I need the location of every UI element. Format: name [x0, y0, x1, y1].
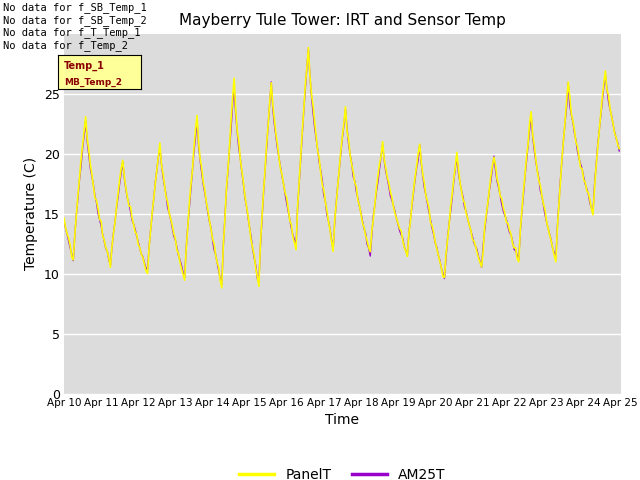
X-axis label: Time: Time — [325, 413, 360, 427]
Text: MB_Temp_2: MB_Temp_2 — [64, 78, 122, 87]
Title: Mayberry Tule Tower: IRT and Sensor Temp: Mayberry Tule Tower: IRT and Sensor Temp — [179, 13, 506, 28]
Y-axis label: Temperature (C): Temperature (C) — [24, 157, 38, 270]
Text: Temp_1: Temp_1 — [64, 61, 105, 71]
Text: No data for f_SB_Temp_1
No data for f_SB_Temp_2
No data for f_T_Temp_1
No data f: No data for f_SB_Temp_1 No data for f_SB… — [3, 2, 147, 51]
Legend: PanelT, AM25T: PanelT, AM25T — [234, 462, 451, 480]
